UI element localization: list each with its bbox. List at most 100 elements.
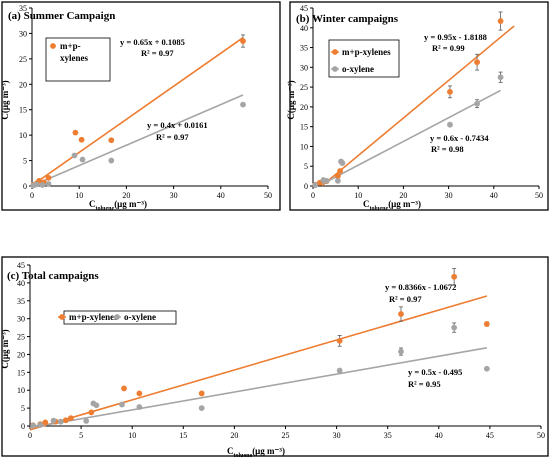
legend-label: m+p-xylenes (342, 47, 391, 57)
x-tick-label: 30 (170, 191, 178, 200)
data-point-mp (483, 321, 490, 327)
x-tick-label: 40 (490, 191, 498, 200)
data-point-mp (451, 273, 458, 280)
data-point-mp (78, 136, 85, 143)
data-point-o (37, 422, 44, 428)
x-tick-label: 50 (537, 431, 545, 440)
y-tick-label: 35 (300, 44, 308, 53)
legend-label: m+p-xylenes (69, 312, 118, 322)
x-tick-label: 5 (79, 431, 83, 440)
r-squared-label: R² = 0.97 (389, 294, 422, 304)
r-squared-label: R² = 0.95 (408, 379, 441, 389)
data-point-o (71, 152, 78, 159)
data-point-mp (447, 88, 453, 95)
legend-marker-mp (332, 49, 338, 55)
y-tick-label: 5 (304, 162, 308, 171)
y-tick-label: 30 (300, 63, 308, 72)
x-tick-label: 10 (354, 191, 362, 200)
y-tick-label: 30 (17, 315, 25, 324)
y-tick-label: 0 (21, 422, 25, 431)
y-tick-label: 15 (19, 106, 27, 115)
x-tick-label: 0 (28, 431, 32, 440)
x-axis-label: Ctoluene(μg m⁻³) (227, 446, 285, 459)
data-point-o (451, 324, 458, 331)
trendline-mp (321, 25, 515, 187)
legend-marker-mp (50, 43, 56, 49)
y-tick-label: 0 (23, 182, 27, 191)
data-point-mp (198, 390, 205, 397)
legend-label: m+p- (60, 41, 81, 51)
x-tick-label: 0 (311, 191, 315, 200)
y-tick-label: 20 (300, 103, 308, 112)
data-point-mp (398, 311, 404, 317)
trendline-o (29, 347, 487, 429)
data-point-mp (67, 415, 74, 422)
y-axis-label: C(μg m⁻³) (0, 80, 10, 119)
x-tick-label: 10 (128, 431, 136, 440)
data-point-mp (497, 18, 504, 24)
data-point-mp (72, 129, 79, 136)
data-point-mp (337, 168, 344, 174)
legend-label: xylenes (60, 53, 88, 63)
trendline-o (321, 89, 501, 185)
data-point-mp (136, 390, 143, 397)
data-point-mp (240, 38, 246, 44)
x-axis-label-subscript: toluene (234, 453, 253, 459)
regression-equation: y = 0.8366x - 1.0672 (385, 282, 456, 292)
x-tick-label: 20 (399, 191, 407, 200)
y-tick-label: 0 (304, 182, 308, 191)
regression-equation: y = 0.95x - 1.8188 (424, 32, 487, 42)
x-tick-label: 35 (384, 431, 392, 440)
x-tick-label: 10 (75, 191, 83, 200)
x-tick-label: 50 (535, 191, 543, 200)
panel-frame (1, 256, 549, 457)
x-axis-label-subscript: toluene (96, 206, 115, 212)
legend-label: o-xylene (124, 312, 156, 322)
data-point-o (312, 182, 319, 189)
data-point-mp (121, 385, 127, 392)
r-squared-label: R² = 0.97 (141, 48, 174, 58)
data-point-o (398, 348, 404, 355)
y-tick-label: 25 (17, 333, 25, 342)
r-squared-label: R² = 0.99 (432, 43, 465, 53)
data-point-o (336, 367, 343, 374)
data-point-mp (45, 174, 52, 181)
y-tick-label: 25 (19, 55, 27, 64)
x-tick-label: 20 (230, 431, 238, 440)
trendline-mp (31, 37, 244, 187)
y-tick-label: 10 (17, 386, 25, 395)
y-tick-label: 5 (21, 404, 25, 413)
panel-frame (1, 1, 281, 211)
data-point-o (93, 402, 100, 409)
data-point-o (240, 101, 246, 108)
data-point-o (497, 74, 504, 81)
y-tick-label: 20 (17, 350, 25, 359)
data-point-o (83, 418, 90, 424)
data-point-o (79, 156, 86, 163)
data-point-mp (474, 59, 480, 66)
legend-box (45, 37, 111, 82)
regression-equation: y = 0.65x + 0.1085 (120, 37, 185, 47)
legend-marker-o (332, 66, 338, 72)
regression-equation: y = 0.5x - 0.495 (408, 367, 462, 377)
y-tick-label: 10 (19, 131, 27, 140)
y-tick-label: 35 (17, 297, 25, 306)
y-tick-label: 45 (17, 261, 25, 270)
x-axis-label-subscript: toluene (370, 206, 389, 212)
data-point-o (30, 422, 36, 429)
y-tick-label: 35 (19, 4, 27, 13)
data-point-o (57, 418, 64, 425)
y-tick-label: 5 (23, 157, 27, 166)
panel-frame (289, 1, 549, 211)
data-point-mp (62, 417, 69, 424)
x-tick-label: 40 (217, 191, 225, 200)
chart-title: (b) Winter campaigns (296, 13, 399, 25)
chart-panel-total: 0 5 10 15 20 25 30 35 40 45 50 0 5 10 15 20 25 30 35 40 45 Ct… (0, 256, 549, 459)
trendline-mp (29, 295, 488, 431)
data-point-mp (42, 419, 49, 426)
y-tick-label: 15 (17, 368, 25, 377)
legend-marker-mp (59, 314, 65, 320)
x-tick-label: 50 (264, 191, 272, 200)
